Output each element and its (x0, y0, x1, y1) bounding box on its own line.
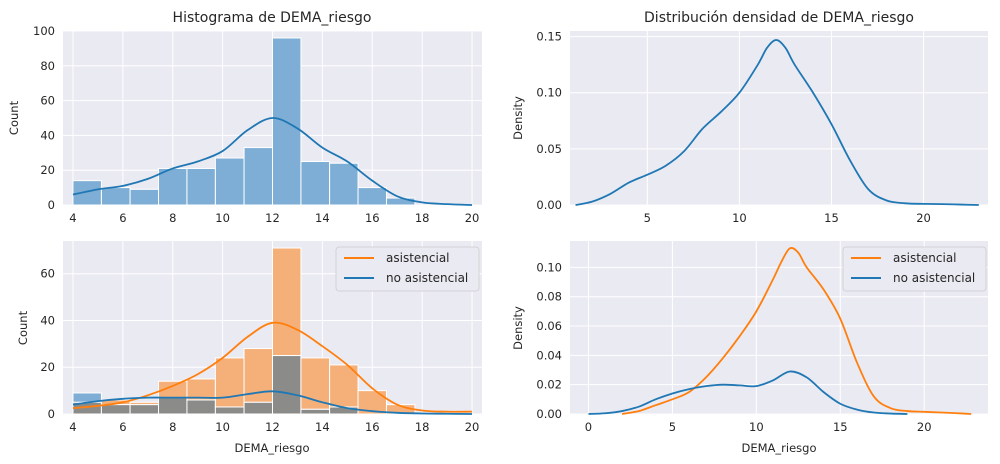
y-axis-label: Count (7, 100, 21, 135)
x-tick-label: 15 (824, 211, 839, 225)
x-tick-label: 4 (69, 211, 76, 225)
chart-title: Distribución densidad de DEMA_riesgo (644, 10, 914, 26)
legend: asistencial no asistencial (842, 246, 987, 292)
bar (300, 408, 331, 415)
y-tick-label: 40 (40, 313, 55, 327)
bar (272, 355, 302, 415)
x-tick-label: 16 (365, 211, 380, 225)
bar (214, 157, 245, 206)
y-tick-label: 0.02 (536, 378, 562, 392)
density-line-no-asistencial (588, 370, 908, 415)
y-tick-label: 20 (40, 163, 55, 177)
y-tick-label: 80 (40, 59, 55, 73)
x-tick-label: 10 (749, 420, 764, 434)
bar (186, 399, 216, 415)
x-tick-label: 12 (265, 420, 280, 434)
bar (329, 162, 359, 206)
y-axis-label: Count (16, 310, 30, 345)
x-tick-label: 8 (169, 420, 176, 434)
x-tick-label: 15 (833, 420, 848, 434)
x-tick-label: 20 (916, 211, 931, 225)
y-tick-label: 100 (33, 24, 55, 38)
bar (186, 167, 216, 206)
y-tick-label: 0.15 (536, 30, 562, 44)
x-tick-label: 10 (215, 420, 230, 434)
legend: asistencial no asistencial (335, 246, 480, 292)
y-tick-label: 0 (48, 198, 55, 212)
x-axis-label: DEMA_riesgo (742, 441, 817, 455)
grouped-density-panel: Density DEMA_riesgo 0 5 10 15 20 0.00 0.02 0.04… (511, 241, 988, 455)
x-tick-label: 18 (415, 420, 430, 434)
bar (100, 187, 131, 206)
bar (214, 406, 245, 415)
x-tick-label: 10 (215, 211, 230, 225)
y-tick-label: 0.10 (536, 260, 562, 274)
y-tick-label: 0 (48, 407, 55, 421)
x-tick-label: 4 (69, 420, 76, 434)
bar (158, 167, 188, 206)
y-tick-label: 0.08 (536, 290, 562, 304)
bar (357, 390, 387, 415)
x-axis-label: DEMA_riesgo (235, 441, 310, 455)
x-tick-label: 16 (365, 420, 380, 434)
y-tick-label: 0.04 (536, 348, 562, 362)
plot-background (570, 31, 988, 205)
legend-label: no asistencial (386, 271, 468, 285)
bar (357, 187, 387, 206)
bar (385, 197, 416, 206)
y-axis-label: Density (511, 306, 525, 350)
bar (158, 397, 188, 415)
bar (329, 364, 359, 408)
legend-label: asistencial (386, 251, 450, 265)
bar (100, 404, 131, 415)
bar (300, 357, 331, 410)
x-tick-label: 6 (119, 420, 126, 434)
chart-title: Histograma de DEMA_riesgo (173, 10, 372, 26)
bar (243, 147, 273, 206)
legend-label: asistencial (893, 251, 957, 265)
x-tick-label: 5 (669, 420, 676, 434)
x-tick-label: 20 (917, 420, 932, 434)
x-tick-label: 14 (315, 420, 330, 434)
bar (129, 404, 160, 415)
legend-label: no asistencial (893, 271, 975, 285)
density-line (575, 39, 979, 206)
y-tick-label: 0.00 (536, 407, 562, 421)
x-tick-label: 14 (315, 211, 330, 225)
y-tick-label: 0.06 (536, 319, 562, 333)
bar (214, 357, 245, 408)
density-line-asistencial (621, 247, 972, 415)
histogram-panel: Histograma de DEMA_riesgo Count 4 6 8 10 12 1… (7, 10, 482, 225)
bar (129, 188, 160, 206)
x-tick-label: 18 (415, 211, 430, 225)
x-tick-label: 10 (732, 211, 747, 225)
x-tick-label: 6 (119, 211, 126, 225)
x-tick-label: 8 (169, 211, 176, 225)
bar (272, 247, 302, 357)
x-tick-label: 20 (465, 420, 480, 434)
x-tick-label: 20 (465, 211, 480, 225)
y-tick-label: 60 (40, 267, 55, 281)
y-tick-label: 0.05 (536, 142, 562, 156)
y-tick-label: 0.10 (536, 86, 562, 100)
kde-line-no-asistencial (72, 390, 473, 415)
y-tick-label: 0.00 (536, 198, 562, 212)
kde-line (72, 117, 473, 206)
density-panel: Distribución densidad de DEMA_riesgo Den… (511, 10, 988, 225)
y-tick-label: 40 (40, 128, 55, 142)
bar (243, 401, 273, 415)
y-tick-label: 60 (40, 94, 55, 108)
y-tick-label: 20 (40, 360, 55, 374)
y-axis-label: Density (511, 96, 525, 140)
bar (300, 161, 331, 206)
x-tick-label: 5 (644, 211, 651, 225)
x-tick-label: 12 (265, 211, 280, 225)
x-tick-label: 0 (585, 420, 592, 434)
